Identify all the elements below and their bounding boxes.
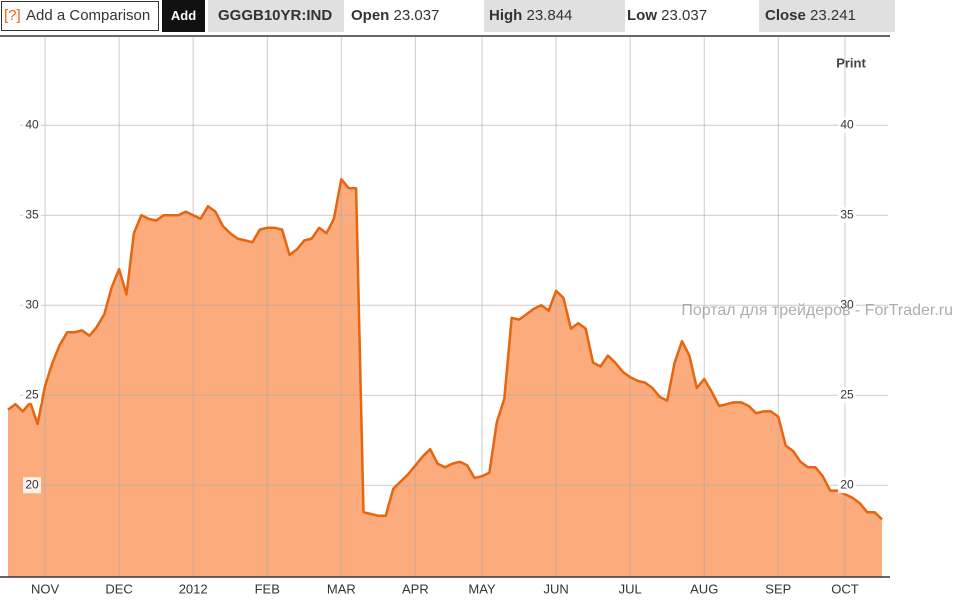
open-label: Open	[351, 7, 390, 24]
y-tick-box	[23, 117, 41, 134]
y-tick-box	[838, 387, 856, 404]
low-value: 23.037	[661, 7, 708, 24]
y-tick-box	[23, 477, 41, 494]
add-button[interactable]: Add	[162, 0, 205, 32]
area-fill	[8, 179, 882, 577]
print-link[interactable]: Print	[836, 55, 866, 70]
y-tick-label: 20	[840, 477, 854, 491]
low-label: Low	[627, 7, 657, 24]
close-value: 23.241	[810, 7, 856, 24]
y-tick-box	[23, 207, 41, 224]
x-tick-label: AUG	[690, 581, 718, 596]
y-tick-box	[23, 387, 41, 404]
x-tick-label: OCT	[831, 581, 859, 596]
comparison-placeholder: Add a Comparison	[26, 7, 151, 24]
help[interactable]: [?]	[4, 7, 21, 24]
symbol: GGGB10YR:IND	[208, 0, 344, 32]
x-tick-label: 2012	[179, 581, 208, 596]
y-tick-label: 25	[840, 387, 854, 401]
x-tick-label: FEB	[255, 581, 280, 596]
x-tick-label: MAR	[327, 581, 356, 596]
open: Open 23.037	[346, 0, 487, 32]
y-tick-box	[838, 297, 856, 314]
y-tick-box	[23, 297, 41, 314]
open-value: 23.037	[393, 7, 440, 24]
y-tick-box	[838, 207, 856, 224]
y-tick-label: 25	[25, 387, 39, 401]
x-tick-label: DEC	[105, 581, 132, 596]
y-tick-box	[838, 117, 856, 134]
comparison-input[interactable]: [?] Add a Comparison	[1, 1, 159, 31]
x-tick-label: SEP	[765, 581, 791, 596]
close-label: Close	[765, 7, 806, 24]
y-tick-label: 40	[840, 117, 854, 131]
toolbar: [?] Add a Comparison Add GGGB10YR:IND Op…	[0, 0, 895, 33]
y-tick-label: 30	[25, 297, 39, 311]
low: Low 23.037	[622, 0, 757, 32]
y-tick-label: 35	[840, 207, 854, 221]
high-value: 23.844	[526, 7, 573, 24]
x-tick-label: NOV	[31, 581, 60, 596]
x-tick-label: APR	[402, 581, 429, 596]
y-tick-label: 40	[25, 117, 39, 131]
watermark: Портал для трейдеров - ForTrader.ru	[681, 302, 953, 319]
y-tick-box	[838, 477, 856, 494]
x-tick-label: MAY	[468, 581, 496, 596]
y-tick-label: 35	[25, 207, 39, 221]
high: High 23.844	[484, 0, 625, 32]
close: Close 23.241	[759, 0, 895, 32]
x-tick-label: JUN	[543, 581, 568, 596]
x-tick-label: JUL	[619, 581, 642, 596]
y-tick-label: 30	[840, 297, 854, 311]
area-line	[7, 177, 883, 521]
high-label: High	[489, 7, 523, 24]
y-tick-label: 20	[25, 477, 39, 491]
